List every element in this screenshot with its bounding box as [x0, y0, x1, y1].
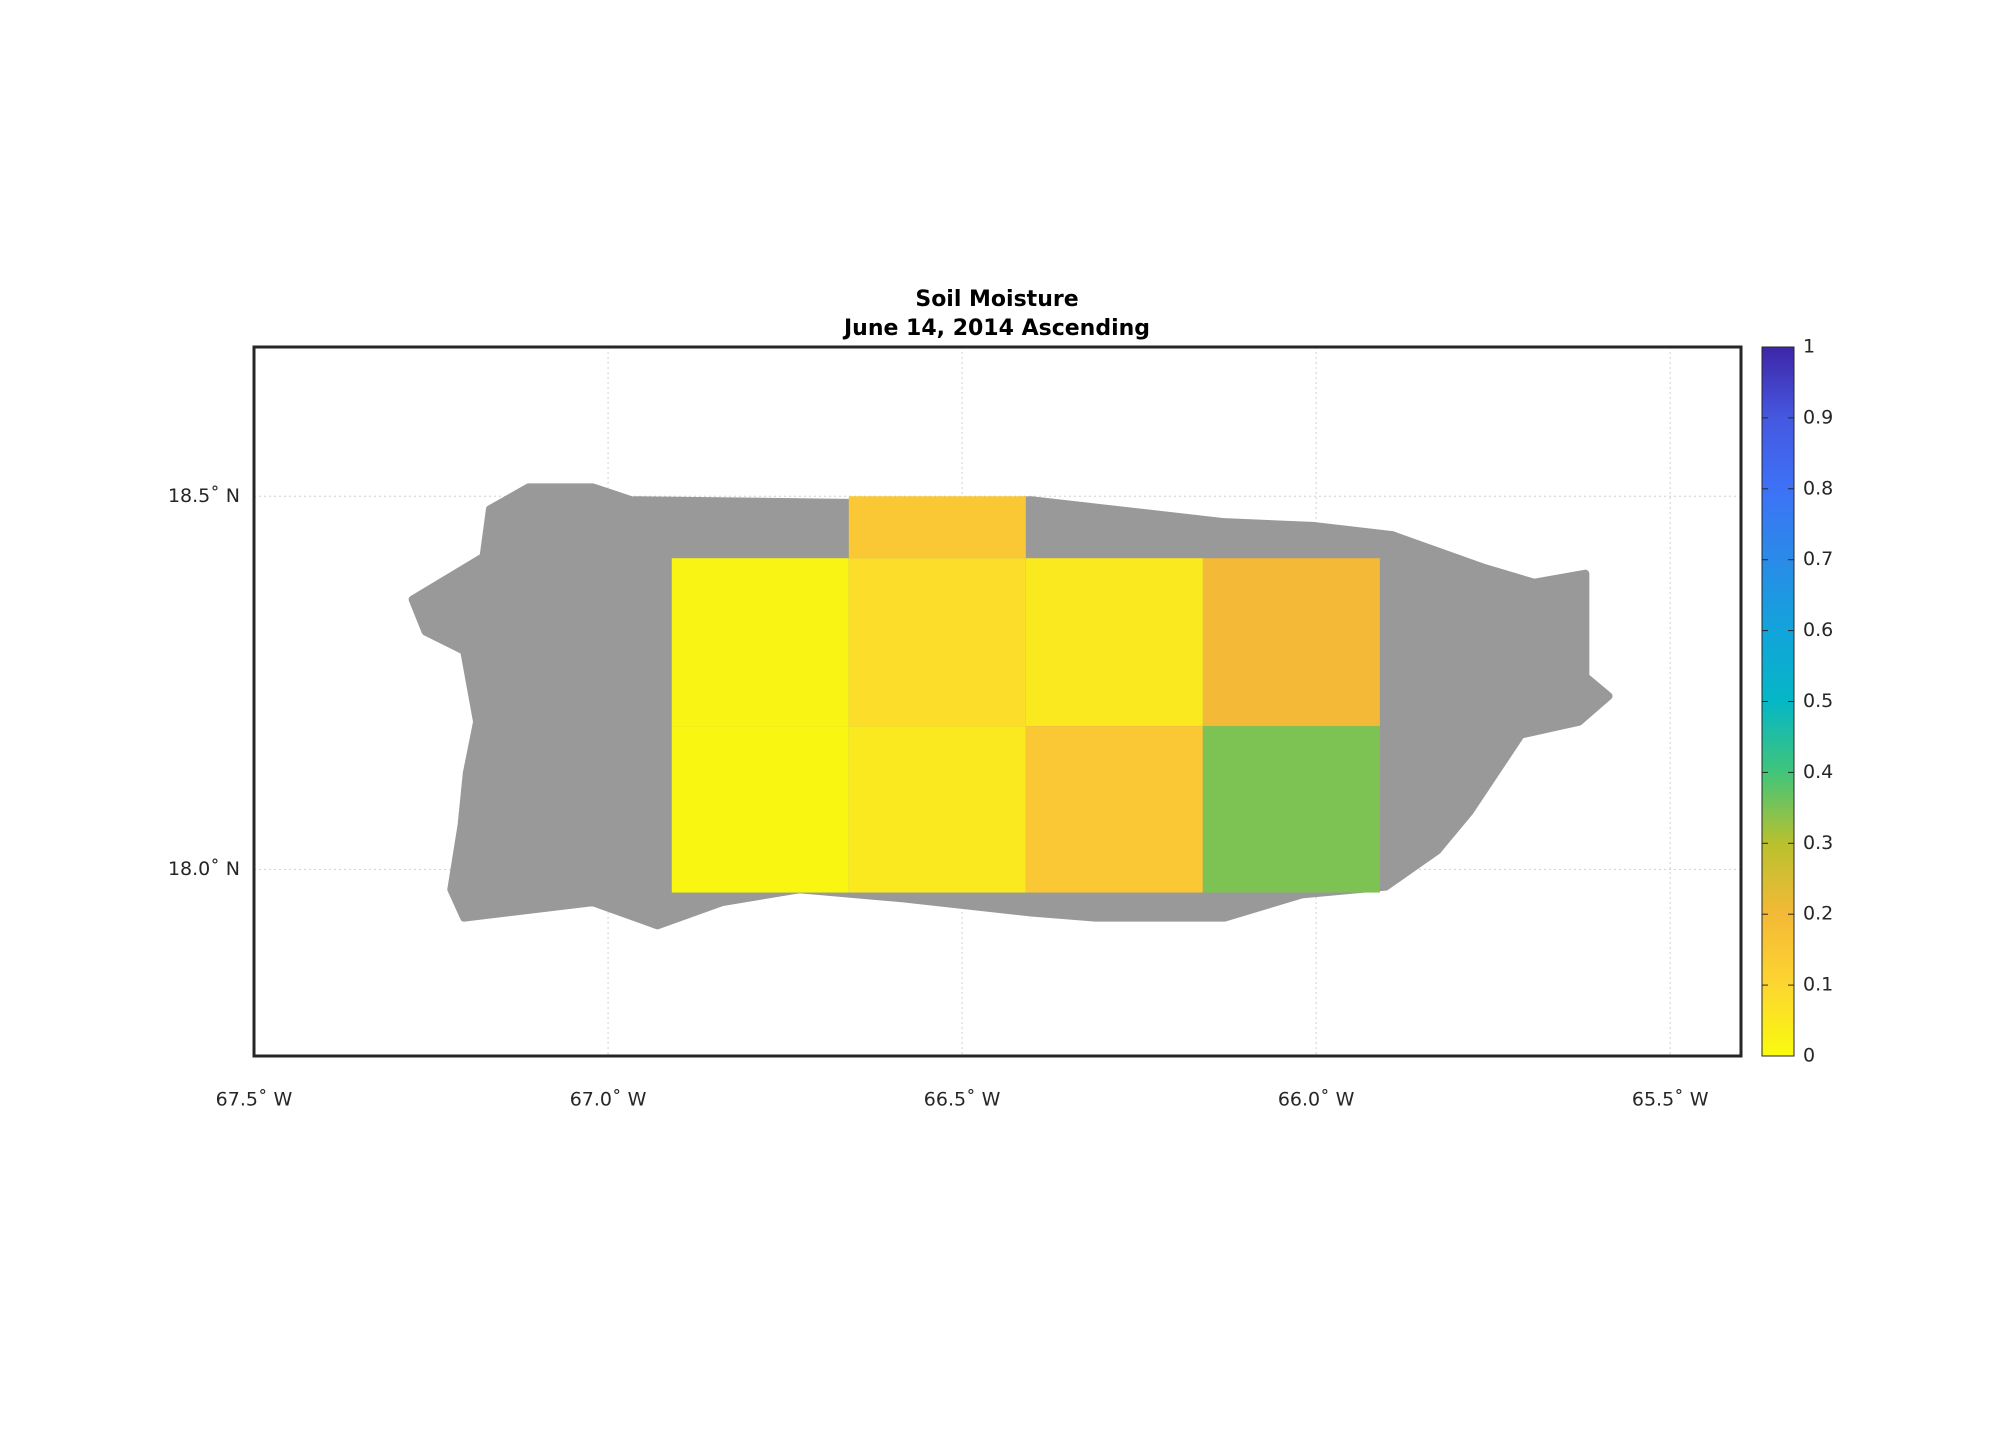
colorbar-tick-label: 0.4 — [1803, 761, 1833, 783]
cell — [671, 726, 849, 893]
chart-subtitle: June 14, 2014 Ascending — [842, 316, 1150, 341]
x-tick-label: 65.5˚ W — [1632, 1089, 1709, 1111]
cell — [1202, 558, 1380, 727]
colorbar-tick-label: 0.8 — [1803, 477, 1833, 499]
x-tick-label: 67.0˚ W — [570, 1089, 647, 1111]
colorbar-tick-label: 0.5 — [1803, 690, 1833, 712]
cell — [1025, 726, 1203, 893]
colorbar-tick-label: 0.3 — [1803, 832, 1833, 854]
colorbar-tick-label: 1 — [1803, 336, 1815, 358]
y-tick-label: 18.0˚ N — [168, 858, 240, 880]
cell — [1025, 558, 1203, 727]
cell — [671, 558, 849, 727]
cells — [671, 496, 1380, 893]
colorbar-tick-label: 0.1 — [1803, 974, 1833, 996]
colorbar-tick-label: 0.2 — [1803, 903, 1833, 925]
cell — [848, 726, 1026, 893]
cell — [1202, 726, 1380, 893]
x-tick-label: 66.5˚ W — [924, 1089, 1001, 1111]
x-tick-label: 66.0˚ W — [1278, 1089, 1355, 1111]
chart-title: Soil Moisture — [915, 287, 1078, 312]
colorbar-tick-label: 0.9 — [1803, 406, 1833, 428]
colorbar-tick-label: 0 — [1803, 1045, 1815, 1067]
colorbar-tick-label: 0.6 — [1803, 619, 1833, 641]
colorbar-tick-label: 0.7 — [1803, 548, 1833, 570]
plot-frame — [252, 345, 1743, 1058]
y-tick-label: 18.5˚ N — [168, 485, 240, 507]
x-tick-label: 67.5˚ W — [216, 1089, 293, 1111]
cell — [848, 496, 1026, 559]
cell — [848, 558, 1026, 727]
